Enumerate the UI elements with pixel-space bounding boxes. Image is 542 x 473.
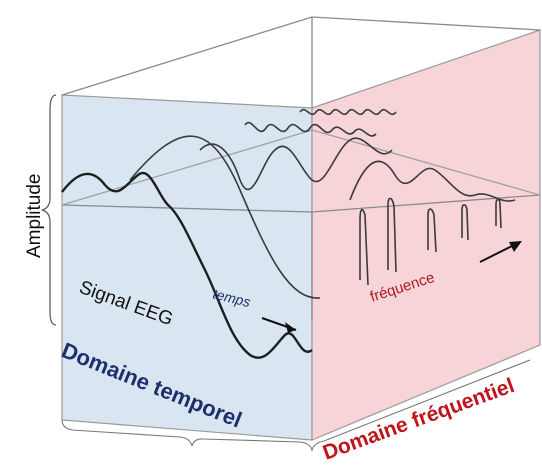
wave-low-frequency	[129, 135, 321, 299]
eeg-signal-curve	[61, 171, 313, 359]
amplitude-bracket	[41, 94, 57, 326]
domain-brace	[61, 359, 531, 452]
wave-very-high-frequency	[299, 108, 397, 116]
frequency-domain-face	[311, 29, 541, 441]
amplitude-label: Amplitude	[24, 174, 45, 259]
component-waves	[129, 108, 516, 299]
wave-high-frequency	[244, 121, 377, 137]
box-frame	[61, 16, 541, 320]
frequency-spectrum	[359, 197, 502, 286]
wave-mixed	[349, 160, 516, 202]
axis-arrows	[261, 241, 522, 333]
wave-mid-frequency	[199, 137, 393, 191]
